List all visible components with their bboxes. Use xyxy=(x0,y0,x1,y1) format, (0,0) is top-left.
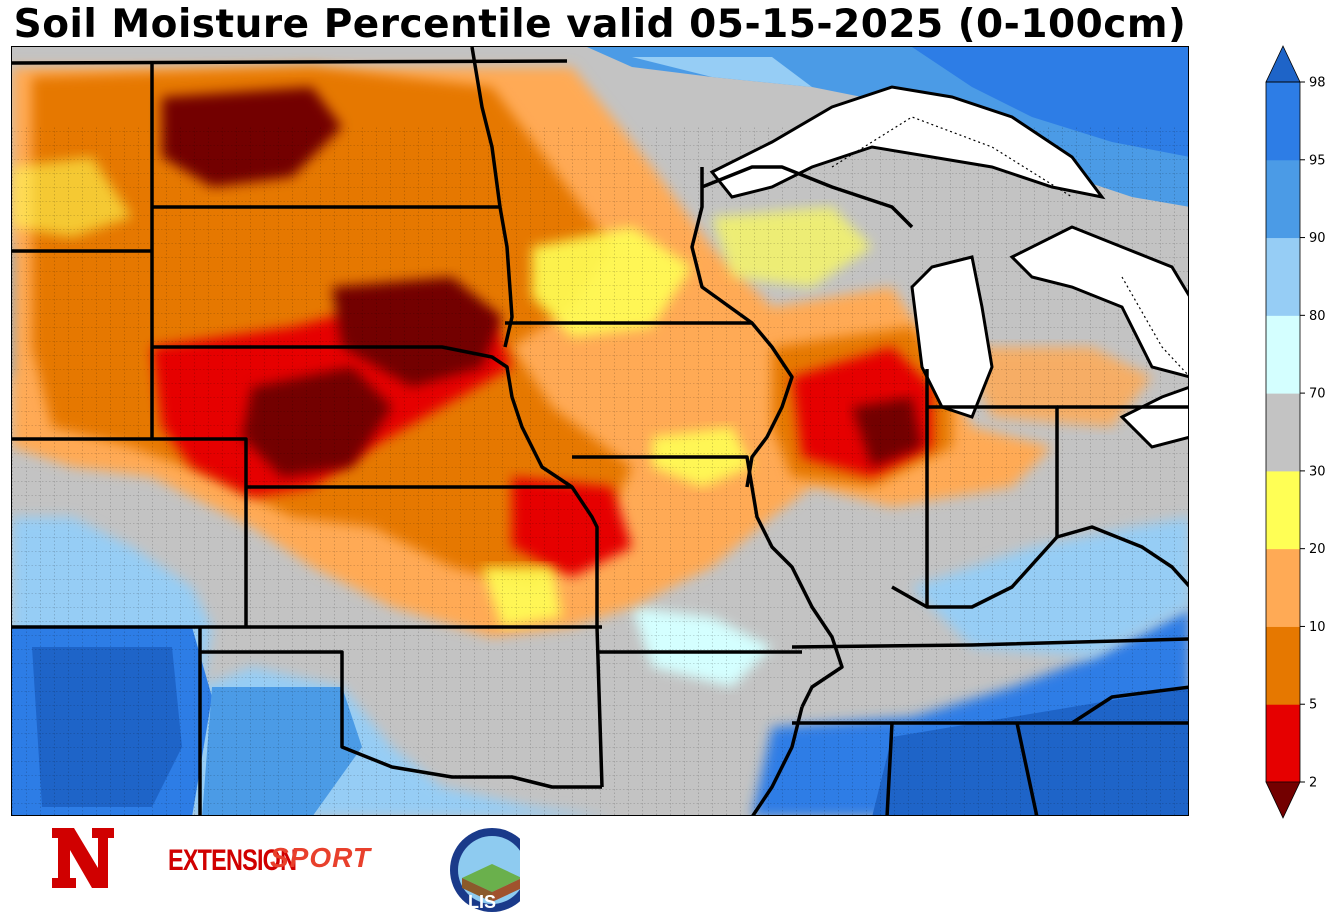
nebraska-n-logo xyxy=(52,828,114,888)
colorbar-bin xyxy=(1266,470,1300,550)
colorbar-tick-label: 10 xyxy=(1309,620,1326,635)
colorbar-bin xyxy=(1266,315,1300,394)
lake-erie xyxy=(1119,386,1188,449)
lis-logo xyxy=(450,828,520,912)
colorbar-tick-label: 5 xyxy=(1309,698,1317,713)
lis-ring-text: NASA Land Information System xyxy=(440,822,450,832)
map-canvas xyxy=(12,47,1188,815)
colorbar-tick-label: 20 xyxy=(1309,542,1326,557)
lake-huron xyxy=(1009,225,1188,379)
colorbar-bin xyxy=(1266,159,1300,239)
colorbar-legend: 2 5 10 20 30 70 80 90 95 98 xyxy=(1262,44,1340,820)
colorbar-tick-label: 70 xyxy=(1309,387,1326,402)
colorbar-outline xyxy=(1265,81,1301,783)
colorbar-tick-label: 80 xyxy=(1309,309,1326,324)
sport-logo-text: SPORT xyxy=(270,842,371,873)
colorbar-tick-label: 30 xyxy=(1309,464,1326,479)
colorbar-bin xyxy=(1266,548,1300,627)
logo-strip: EXTENSION SPORT LIS NASA Land Informatio… xyxy=(40,822,520,918)
colorbar-tick-label: 95 xyxy=(1309,153,1326,168)
colorbar-arrow-low xyxy=(1265,781,1301,819)
colorbar-bin xyxy=(1266,704,1300,783)
lis-logo-text: LIS xyxy=(468,892,497,912)
colorbar-bin xyxy=(1266,393,1300,472)
lake-superior xyxy=(709,85,1106,200)
colorbar-tick-label: 90 xyxy=(1309,231,1326,246)
extension-logo-text: EXTENSION xyxy=(168,844,297,877)
colorbar-tick-label: 98 xyxy=(1309,76,1326,91)
colorbar-bin xyxy=(1266,82,1300,161)
colorbar-bin xyxy=(1266,237,1300,316)
colorbar-arrow-high xyxy=(1265,45,1301,83)
logos-art xyxy=(52,828,520,912)
map-title: Soil Moisture Percentile valid 05-15-202… xyxy=(13,2,1187,47)
state-boundaries xyxy=(12,47,1188,815)
soil-moisture-map xyxy=(11,46,1189,816)
colorbar-bin xyxy=(1266,626,1300,705)
colorbar-tick-label: 2 xyxy=(1309,776,1317,791)
lake-michigan xyxy=(910,255,994,419)
